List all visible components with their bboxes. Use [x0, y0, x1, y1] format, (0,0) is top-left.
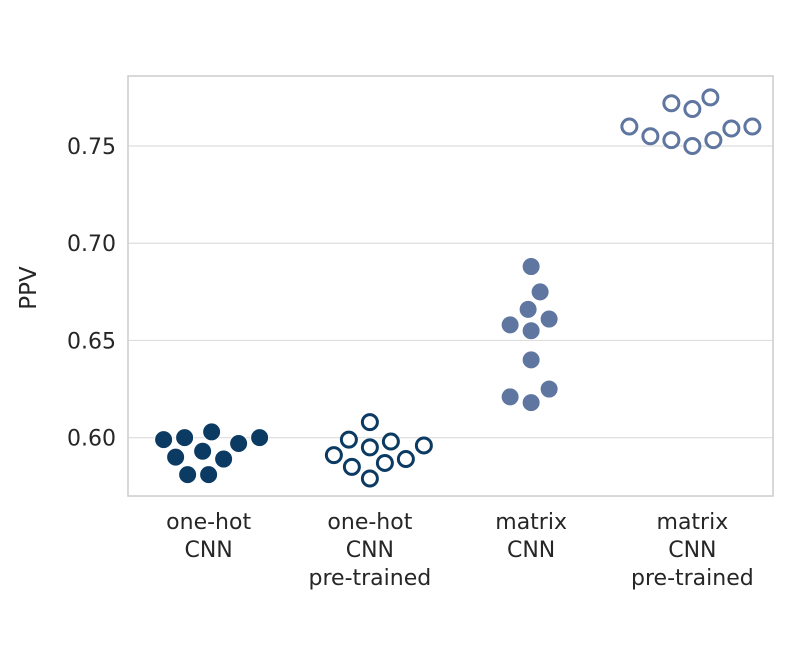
data-point — [381, 432, 400, 451]
gridlines — [128, 145, 773, 439]
data-point — [743, 117, 762, 136]
data-point — [193, 441, 213, 461]
data-point — [641, 127, 660, 146]
data-point — [360, 438, 379, 457]
data-point — [662, 94, 681, 113]
y-tick-label: 0.75 — [67, 135, 116, 160]
x-category-label: CNN — [346, 538, 394, 563]
data-point — [202, 422, 222, 442]
data-point — [704, 131, 723, 150]
y-tick-label: 0.65 — [67, 329, 116, 354]
x-category-label: matrix — [495, 510, 567, 535]
y-axis-ticks: 0.60 0.65 0.70 0.75 — [67, 135, 116, 452]
data-point — [339, 430, 358, 449]
x-category-label: pre-trained — [309, 566, 432, 591]
data-point — [683, 137, 702, 155]
plot-frame — [127, 75, 774, 497]
x-category-label: one-hot — [327, 510, 412, 535]
x-category-label: pre-trained — [631, 566, 754, 591]
data-point — [620, 117, 639, 136]
data-point — [375, 453, 394, 472]
data-point — [360, 469, 379, 488]
data-point — [701, 88, 720, 107]
data-point — [154, 430, 174, 450]
y-axis-label: PPV — [16, 266, 42, 310]
data-point — [500, 387, 520, 407]
data-point — [360, 413, 379, 432]
data-point — [722, 119, 741, 138]
data-point — [199, 465, 219, 485]
data-point — [539, 379, 559, 399]
data-point — [500, 315, 520, 335]
data-points — [154, 88, 762, 488]
y-tick-label: 0.60 — [67, 427, 116, 452]
x-axis-category-labels: one-hot CNN one-hot CNN pre-trained matrix CNN… — [166, 510, 754, 591]
x-category-label: CNN — [668, 538, 716, 563]
data-point — [530, 282, 550, 302]
x-category-label: CNN — [184, 538, 232, 563]
data-point — [166, 447, 186, 467]
x-category-label: one-hot — [166, 510, 251, 535]
data-point — [521, 350, 541, 370]
data-point — [521, 393, 541, 413]
y-tick-label: 0.70 — [67, 232, 116, 257]
data-point — [518, 299, 538, 319]
data-point — [175, 428, 195, 448]
data-point — [539, 309, 559, 329]
data-point — [683, 100, 702, 119]
x-category-label: CNN — [507, 538, 555, 563]
data-point — [521, 321, 541, 341]
data-point — [214, 449, 234, 469]
data-point — [250, 428, 270, 448]
data-point — [229, 434, 249, 453]
data-point — [324, 446, 343, 465]
data-point — [342, 457, 361, 476]
data-point — [396, 450, 415, 469]
data-point — [414, 436, 433, 455]
data-point — [662, 131, 681, 150]
data-point — [178, 465, 198, 485]
data-point — [521, 257, 541, 277]
x-category-label: matrix — [657, 510, 729, 535]
